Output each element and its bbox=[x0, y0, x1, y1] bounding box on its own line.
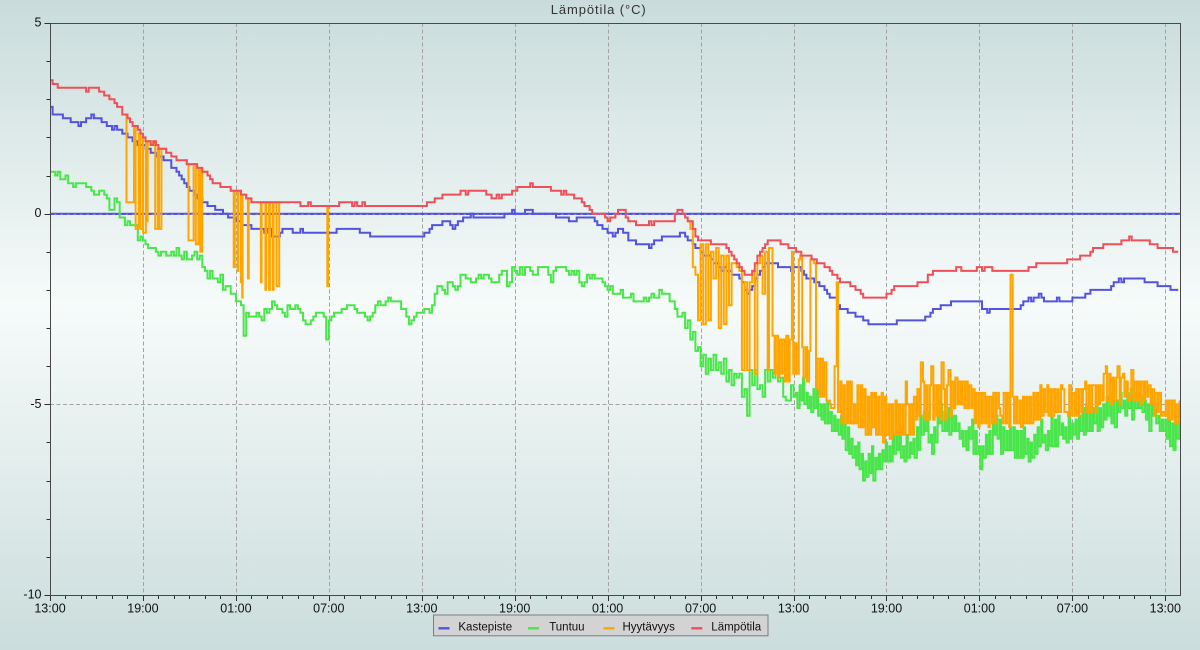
svg-text:19:00: 19:00 bbox=[499, 602, 530, 616]
svg-text:07:00: 07:00 bbox=[1057, 602, 1088, 616]
svg-text:Lämpötila (°C): Lämpötila (°C) bbox=[551, 2, 647, 17]
svg-text:-10: -10 bbox=[23, 588, 41, 602]
svg-text:01:00: 01:00 bbox=[592, 602, 623, 616]
svg-text:-5: -5 bbox=[30, 397, 41, 411]
svg-text:01:00: 01:00 bbox=[964, 602, 995, 616]
svg-text:Kastepiste: Kastepiste bbox=[458, 622, 512, 634]
svg-text:13:00: 13:00 bbox=[34, 602, 65, 616]
svg-text:Hyytävyys: Hyytävyys bbox=[623, 622, 676, 634]
svg-text:Tuntuu: Tuntuu bbox=[549, 622, 584, 634]
svg-text:07:00: 07:00 bbox=[685, 602, 716, 616]
svg-text:01:00: 01:00 bbox=[220, 602, 251, 616]
svg-text:Lämpötila: Lämpötila bbox=[711, 622, 761, 634]
svg-text:13:00: 13:00 bbox=[1150, 602, 1181, 616]
svg-text:13:00: 13:00 bbox=[406, 602, 437, 616]
svg-text:13:00: 13:00 bbox=[778, 602, 809, 616]
svg-text:19:00: 19:00 bbox=[127, 602, 158, 616]
svg-text:19:00: 19:00 bbox=[871, 602, 902, 616]
svg-text:07:00: 07:00 bbox=[313, 602, 344, 616]
svg-text:5: 5 bbox=[35, 16, 42, 30]
svg-text:0: 0 bbox=[35, 206, 42, 220]
